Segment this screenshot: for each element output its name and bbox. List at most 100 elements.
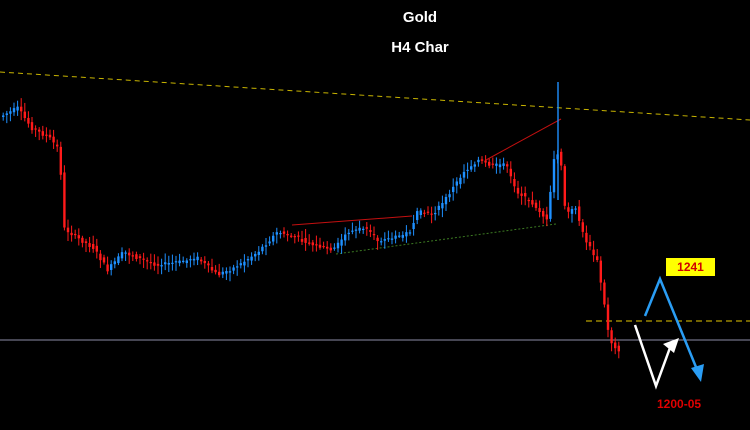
candle-body	[268, 241, 271, 244]
candle	[300, 230, 304, 245]
channel-lower-line	[335, 223, 557, 255]
candle-body	[354, 229, 358, 231]
candle	[56, 139, 59, 152]
candle	[272, 232, 275, 246]
candle	[520, 186, 523, 205]
candle	[207, 261, 210, 273]
candle	[567, 202, 570, 219]
candle-body	[567, 207, 570, 212]
candle	[354, 226, 358, 239]
candle	[405, 225, 408, 243]
candle-body	[218, 271, 221, 276]
candle-body	[416, 211, 419, 221]
candle-body	[401, 235, 404, 238]
candle-body	[538, 208, 541, 213]
candle	[588, 234, 592, 251]
candle-body	[207, 263, 210, 266]
candle	[48, 129, 52, 141]
candle	[376, 235, 379, 250]
candle-body	[570, 209, 574, 214]
candle	[419, 208, 422, 219]
candle-body	[138, 256, 142, 259]
candle	[470, 160, 473, 172]
candle	[203, 256, 206, 269]
candle-body	[48, 134, 52, 138]
candle	[110, 260, 113, 276]
candle	[59, 141, 62, 180]
candle	[12, 102, 16, 116]
candle-body	[462, 171, 466, 178]
candle	[113, 257, 116, 269]
candle	[581, 218, 584, 238]
candle-body	[311, 242, 314, 246]
candle	[610, 327, 613, 352]
candle	[88, 236, 91, 253]
candle-body	[38, 129, 41, 132]
candle-body	[473, 164, 476, 167]
chart-title: Gold	[402, 9, 438, 26]
candle-body	[531, 200, 534, 205]
candle	[275, 227, 278, 244]
candle	[308, 234, 311, 246]
candle-body	[185, 260, 188, 264]
candle-body	[520, 193, 523, 196]
candle-body	[243, 261, 246, 266]
candle-body	[167, 263, 170, 265]
candle	[488, 158, 491, 169]
candle	[466, 162, 469, 179]
candle-body	[344, 234, 347, 241]
candle	[495, 157, 498, 174]
candle-body	[84, 241, 88, 244]
candle	[178, 253, 181, 267]
candle	[304, 229, 307, 251]
candle-body	[581, 222, 584, 232]
channel-upper-line	[291, 215, 413, 226]
candle	[513, 172, 516, 193]
candle-body	[351, 230, 354, 232]
candle	[106, 256, 109, 275]
candle-body	[333, 247, 336, 249]
candle-body	[142, 258, 145, 260]
candle-body	[250, 256, 253, 261]
candle-body	[106, 264, 109, 272]
candle	[174, 255, 178, 271]
candle-body	[387, 238, 390, 240]
candle	[358, 220, 361, 234]
candle-body	[516, 187, 520, 194]
candle-body	[606, 304, 610, 330]
candle	[131, 251, 134, 262]
candle-body	[16, 106, 19, 111]
candlestick-series	[2, 82, 620, 359]
candle-body	[236, 266, 239, 268]
candle	[236, 260, 239, 276]
candle	[117, 253, 120, 266]
candle-body	[174, 261, 178, 263]
candle-body	[214, 269, 217, 273]
candle-body	[196, 256, 199, 261]
chart-subtitle: H4 Char	[391, 39, 449, 56]
candle	[23, 102, 26, 122]
candle	[477, 156, 480, 167]
candle-body	[466, 169, 469, 172]
candle	[344, 227, 347, 246]
candle	[423, 209, 426, 218]
candle-body	[534, 202, 538, 208]
candle	[329, 243, 332, 253]
candle	[45, 127, 48, 143]
candle	[534, 199, 538, 211]
descending-resistance-trendline	[0, 71, 750, 121]
candle-body	[12, 108, 16, 113]
candle	[290, 232, 293, 239]
candle-body	[408, 232, 412, 234]
candle-body	[257, 251, 260, 255]
candle-body	[347, 232, 350, 235]
candle-body	[290, 235, 293, 237]
candle	[552, 150, 556, 199]
candle	[326, 241, 329, 255]
candle-body	[545, 214, 548, 220]
candle-body	[549, 191, 552, 219]
candle	[257, 246, 260, 261]
candle-body	[336, 242, 340, 249]
candle-body	[149, 262, 152, 264]
